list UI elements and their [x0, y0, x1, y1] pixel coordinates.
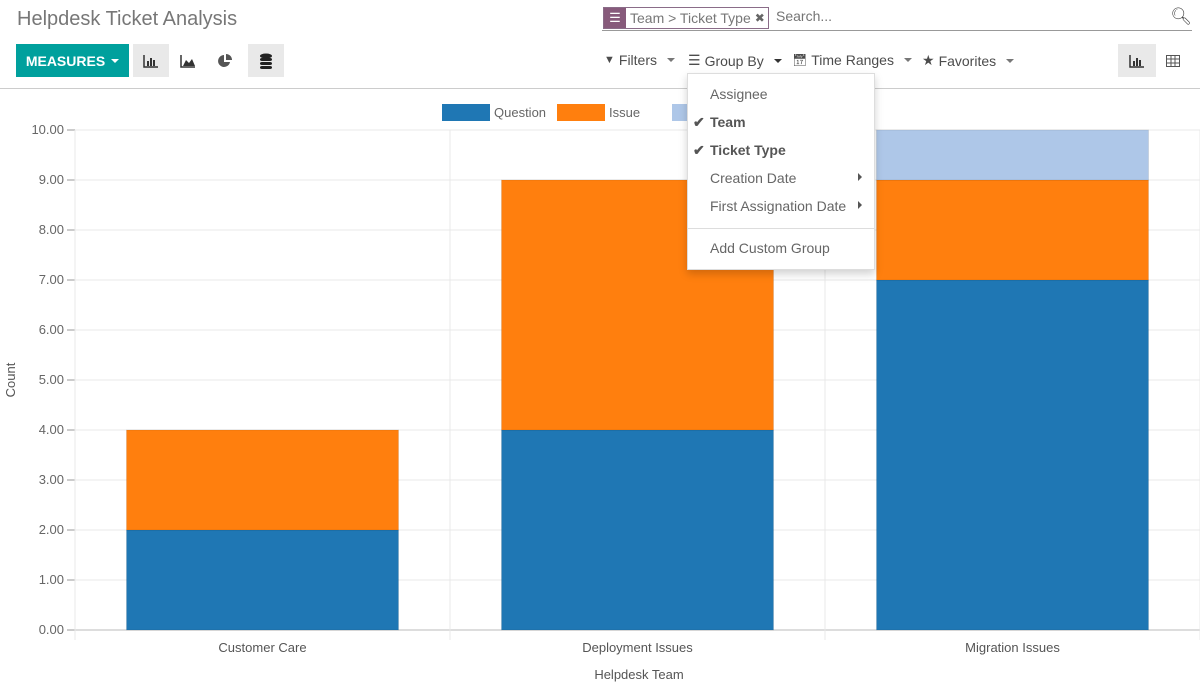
y-tick-label: 6.00	[39, 322, 64, 337]
y-tick-label: 2.00	[39, 522, 64, 537]
group-by-item-label: First Assignation Date	[710, 198, 847, 214]
graph-view-button[interactable]	[1118, 44, 1156, 77]
line-chart-button[interactable]	[170, 44, 206, 77]
y-tick-label: 4.00	[39, 422, 64, 437]
caret-down-icon	[667, 58, 676, 62]
y-tick-label: 7.00	[39, 272, 64, 287]
caret-down-icon	[773, 58, 782, 63]
x-tick-label: Migration Issues	[965, 640, 1060, 655]
time-ranges-button[interactable]: 📅︎ Time Ranges	[792, 52, 912, 68]
bar-segment[interactable]	[126, 429, 399, 531]
y-tick-label: 3.00	[39, 472, 64, 487]
area-chart-icon	[180, 54, 195, 68]
x-tick-label: Deployment Issues	[582, 640, 693, 655]
caret-right-icon	[858, 201, 862, 209]
table-icon	[1166, 54, 1180, 67]
group-by-button[interactable]: ☰ Group By	[688, 52, 782, 69]
y-axis-label: Count	[3, 362, 18, 397]
bars-icon: ☰	[688, 52, 701, 68]
group-by-item[interactable]: ✔ Team	[693, 114, 746, 130]
x-tick-label: Customer Care	[218, 640, 306, 655]
y-tick-label: 1.00	[39, 572, 64, 587]
bar-chart-icon	[143, 54, 158, 68]
x-axis-label: Helpdesk Team	[594, 667, 683, 682]
group-by-item-label: Assignee	[710, 86, 768, 102]
stacked-bar-chart: Helpdesk Team Count 0.00 1.00 2.00 3.00 4.00…	[3, 104, 1200, 682]
database-icon	[260, 53, 272, 69]
group-by-item-label: Creation Date	[710, 170, 797, 186]
group-by-label: Group By	[704, 52, 764, 69]
group-by-item[interactable]: ✔ Ticket Type	[693, 142, 786, 158]
divider	[0, 88, 1200, 89]
time-ranges-label: Time Ranges	[811, 52, 894, 68]
caret-down-icon	[903, 58, 912, 62]
group-by-item[interactable]: Assignee	[710, 86, 768, 102]
calendar-icon: 📅︎	[792, 53, 808, 67]
pie-chart-button[interactable]	[207, 44, 243, 77]
bar-segment[interactable]	[876, 179, 1149, 281]
filters-label: Filters	[618, 52, 658, 68]
y-tick-label: 5.00	[39, 372, 64, 387]
bar-segment[interactable]	[876, 279, 1149, 631]
favorites-button[interactable]: ★ Favorites	[922, 52, 1015, 69]
legend-label: Question	[494, 105, 546, 120]
search-icon[interactable]: 🔍︎	[1170, 7, 1192, 26]
y-tick-label: 9.00	[39, 172, 64, 187]
search-facet[interactable]: ☰ Team > Ticket Type ✖	[603, 7, 769, 29]
bar-chart-button[interactable]	[133, 44, 169, 77]
menu-divider	[688, 228, 874, 229]
facet-label: Team > Ticket Type	[630, 10, 751, 26]
y-tick-label: 8.00	[39, 222, 64, 237]
bar-chart-icon	[1129, 54, 1144, 68]
check-icon: ✔	[693, 114, 705, 130]
caret-down-icon	[111, 58, 120, 63]
caret-down-icon	[1006, 58, 1015, 63]
group-by-item-label: Ticket Type	[710, 142, 786, 158]
caret-right-icon	[858, 173, 862, 181]
y-tick-label: 0.00	[39, 622, 64, 637]
legend-swatch[interactable]	[442, 104, 490, 121]
favorites-label: Favorites	[938, 52, 997, 69]
bar-segment[interactable]	[126, 529, 399, 631]
group-by-item-label: Team	[710, 114, 746, 130]
remove-facet-icon[interactable]: ✖	[754, 11, 765, 25]
group-by-item[interactable]: Creation Date	[710, 170, 862, 186]
search-input[interactable]	[774, 7, 1154, 25]
group-by-dropdown: Assignee ✔ Team ✔ Ticket Type Creation Date Fi…	[687, 73, 875, 270]
page-title: Helpdesk Ticket Analysis	[17, 8, 238, 30]
y-tick-label: 10.00	[31, 122, 64, 137]
add-custom-group[interactable]: Add Custom Group	[710, 240, 830, 256]
pivot-view-button[interactable]	[1156, 44, 1190, 77]
bar-segment[interactable]	[876, 129, 1149, 181]
star-icon: ★	[922, 52, 935, 68]
pie-chart-icon	[218, 53, 232, 67]
search-bar: ☰Team > Ticket Type✖ 🔍︎	[602, 5, 1192, 31]
stacked-toggle-button[interactable]	[248, 44, 284, 77]
filters-button[interactable]: ▼ Filters	[604, 52, 676, 68]
measures-label: MEASURES	[25, 52, 106, 69]
legend-swatch[interactable]	[557, 104, 605, 121]
bars-icon: ☰	[604, 8, 626, 28]
filter-icon: ▼	[604, 54, 615, 66]
group-by-item[interactable]: First Assignation Date	[710, 198, 862, 214]
check-icon: ✔	[693, 142, 705, 158]
legend-label: Issue	[609, 105, 640, 120]
bar-segment[interactable]	[501, 429, 774, 631]
measures-button[interactable]: MEASURES	[16, 44, 129, 77]
